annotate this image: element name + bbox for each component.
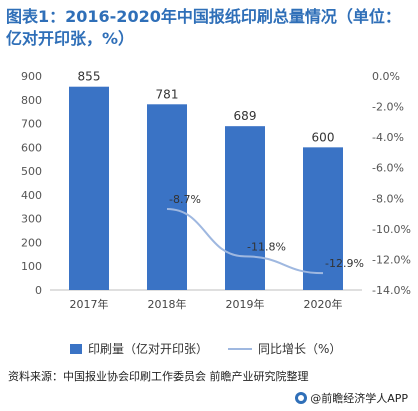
y-right-tick-label: -6.0% bbox=[372, 162, 404, 175]
growth-value-label: -8.7% bbox=[169, 193, 201, 206]
y-left-tick-label: 300 bbox=[21, 213, 42, 226]
credit-text: @前瞻经济学人APP bbox=[310, 392, 408, 405]
y-left-tick-label: 0 bbox=[35, 284, 42, 297]
y-right-tick-label: -4.0% bbox=[372, 131, 404, 144]
y-right-tick-label: -2.0% bbox=[372, 101, 404, 114]
bar bbox=[225, 126, 265, 290]
growth-value-label: -12.9% bbox=[325, 257, 364, 270]
y-left-tick-label: 800 bbox=[21, 94, 42, 107]
bar-value-label: 855 bbox=[78, 70, 101, 84]
y-right-tick-label: -14.0% bbox=[372, 284, 411, 297]
x-tick-label: 2018年 bbox=[148, 297, 187, 311]
y-right-tick-label: -10.0% bbox=[372, 223, 411, 236]
source-note: 资料来源：中国报业协会印刷工作委员会 前瞻产业研究院整理 bbox=[8, 370, 309, 383]
legend-bar-swatch bbox=[70, 344, 82, 354]
bar bbox=[69, 86, 109, 290]
x-tick-label: 2019年 bbox=[226, 297, 265, 311]
bar bbox=[303, 147, 343, 290]
y-right-tick-label: 0.0% bbox=[372, 70, 400, 83]
chart-title: 图表1：2016-2020年中国报纸印刷总量情况（单位：亿对开印张，%） bbox=[6, 7, 401, 48]
legend-bar-label: 印刷量（亿对开印张） bbox=[88, 341, 208, 356]
y-left-tick-label: 200 bbox=[21, 236, 42, 249]
y-left-tick-label: 600 bbox=[21, 141, 42, 154]
y-right-tick-label: -12.0% bbox=[372, 253, 411, 266]
y-left-tick-label: 400 bbox=[21, 189, 42, 202]
bar bbox=[147, 104, 187, 290]
bar-value-label: 689 bbox=[234, 109, 257, 123]
y-left-tick-label: 900 bbox=[21, 70, 42, 83]
bar-value-label: 781 bbox=[156, 87, 179, 101]
x-tick-label: 2017年 bbox=[70, 297, 109, 311]
y-left-tick-label: 700 bbox=[21, 118, 42, 131]
y-left-tick-label: 500 bbox=[21, 165, 42, 178]
bar-value-label: 600 bbox=[312, 130, 335, 144]
chart-svg: 0 100 200 300 400 500 600 700 800 900 0.0% -2.0% -4.… bbox=[21, 70, 411, 356]
brand-logo-icon bbox=[295, 392, 308, 404]
y-left-tick-label: 100 bbox=[21, 260, 42, 273]
legend-line-label: 同比增长（%） bbox=[258, 342, 341, 356]
y-right-tick-label: -8.0% bbox=[372, 192, 404, 205]
credit-line: @前瞻经济学人APP bbox=[295, 390, 408, 406]
growth-line bbox=[166, 207, 324, 275]
growth-value-label: -11.8% bbox=[247, 240, 286, 253]
x-tick-label: 2020年 bbox=[304, 297, 343, 311]
